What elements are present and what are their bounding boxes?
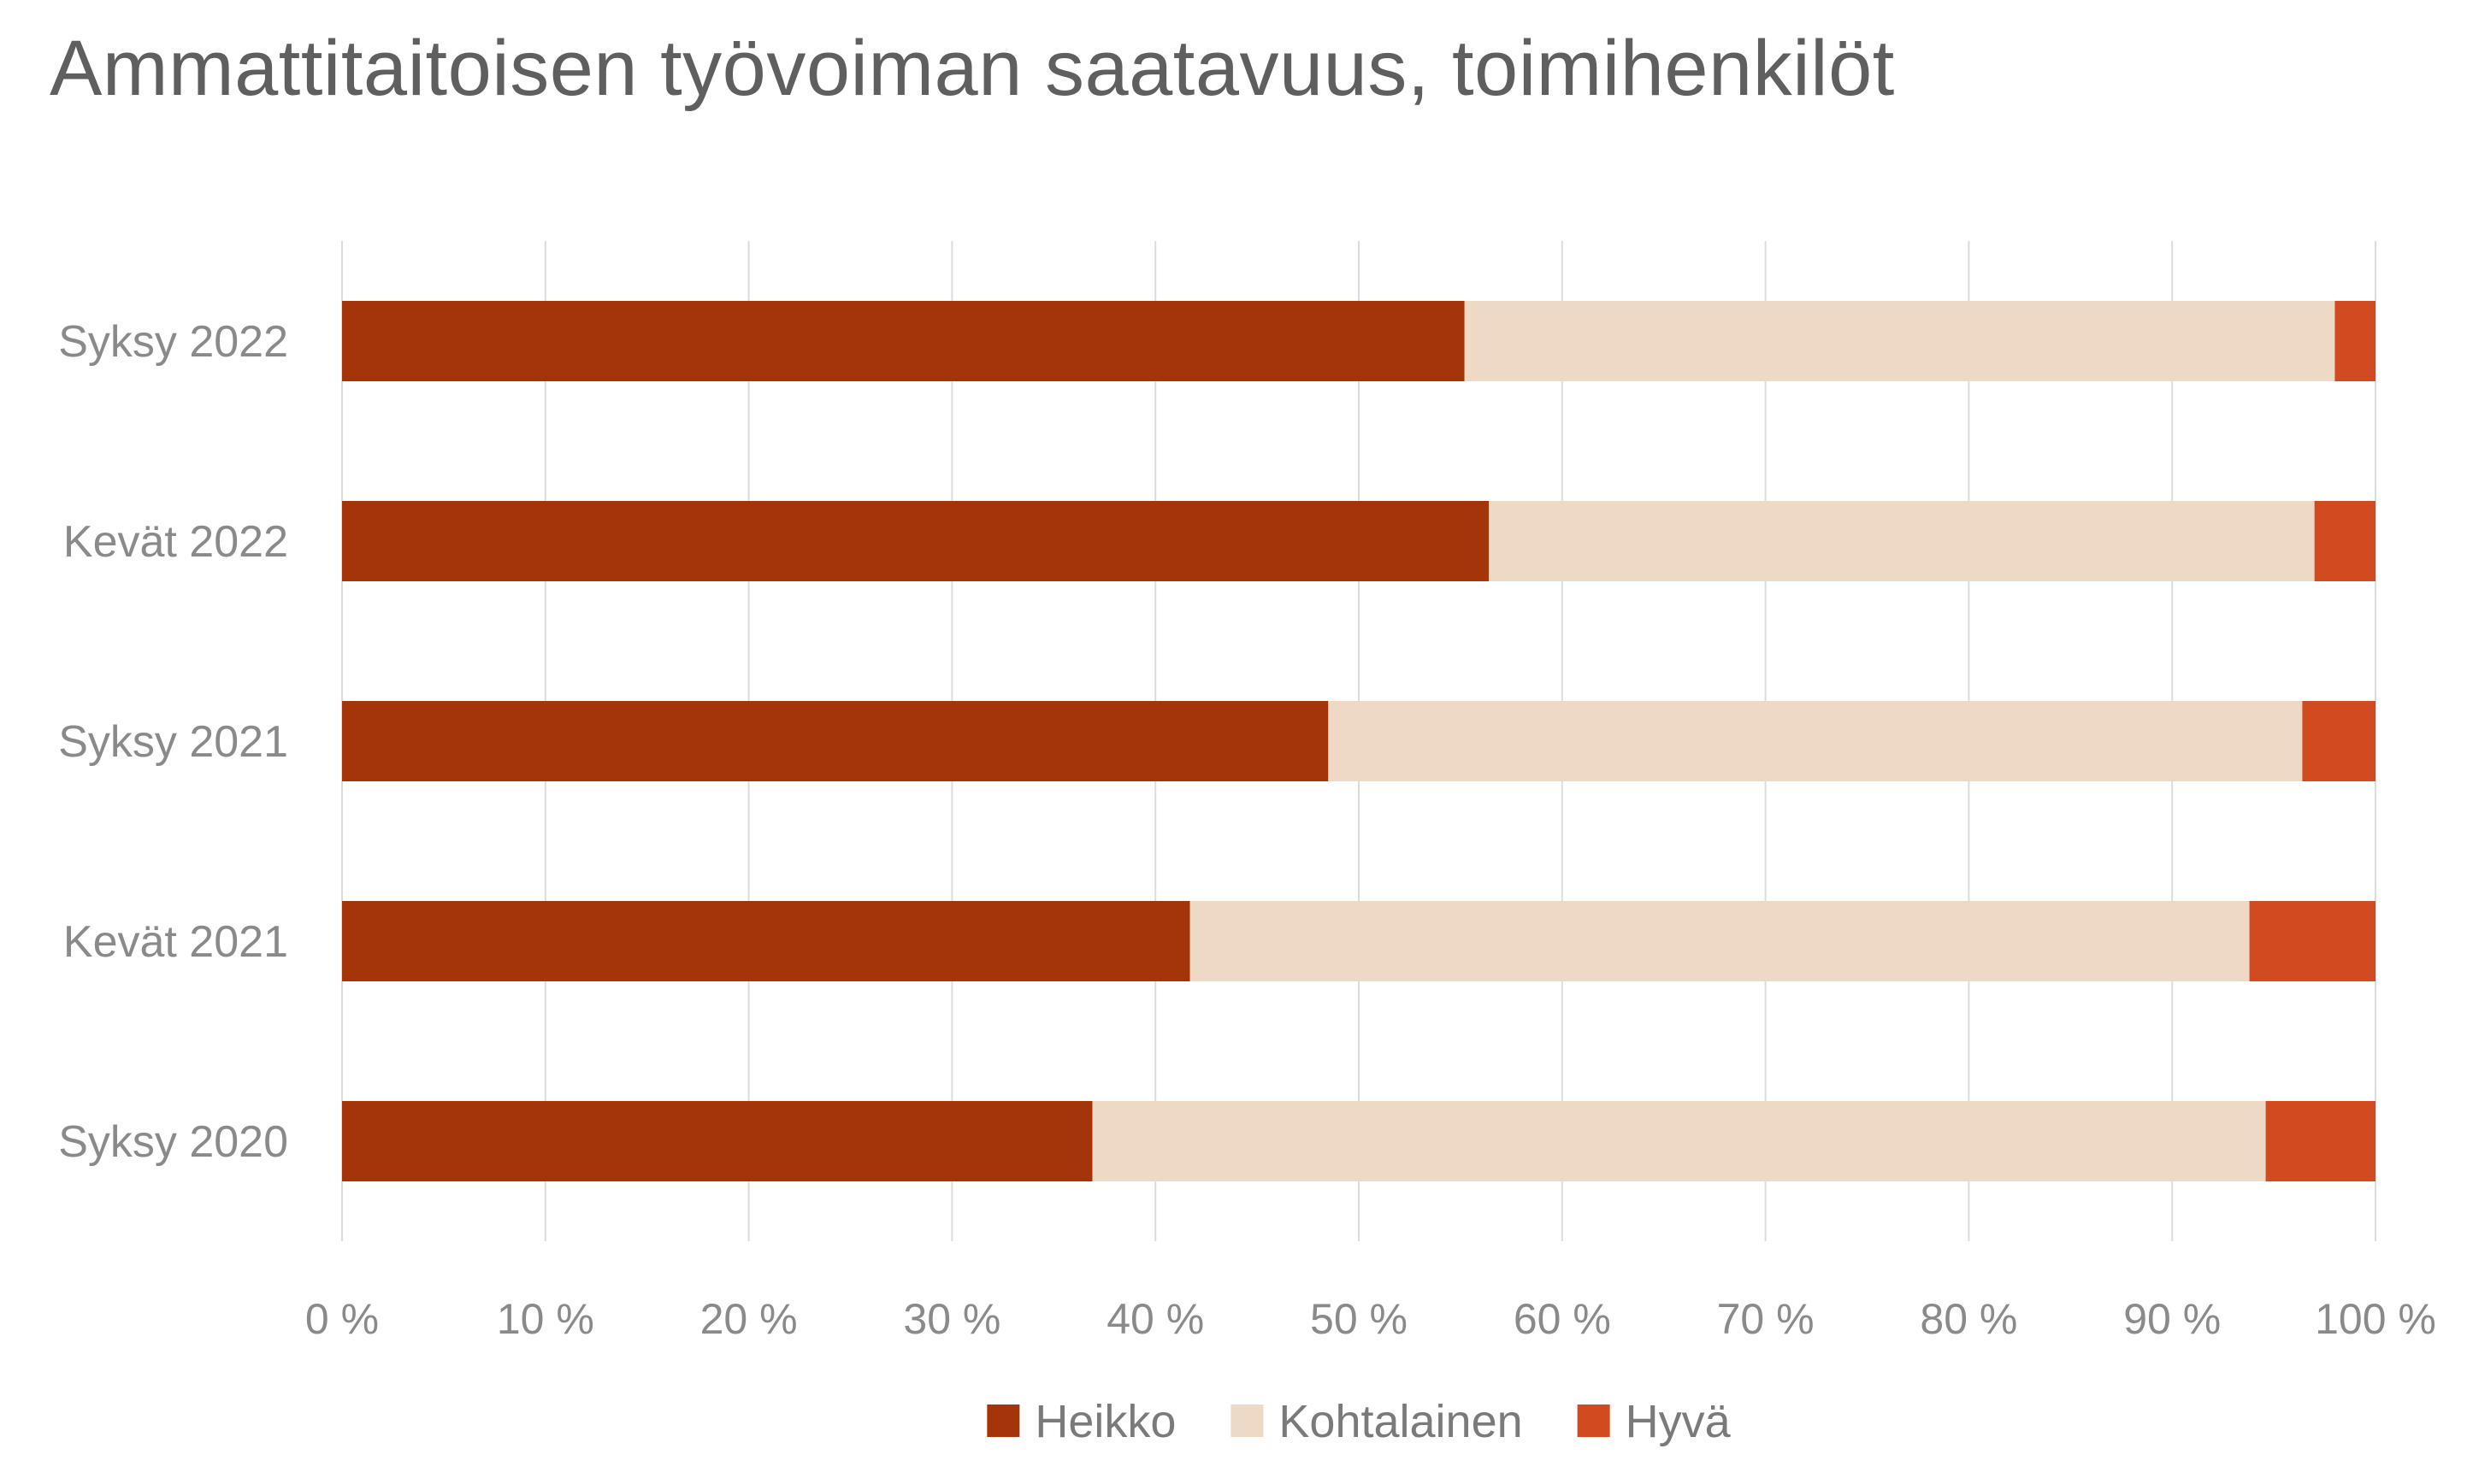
legend: Heikko Kohtalainen Hyvä bbox=[987, 1396, 1732, 1447]
x-tick-label: 0 % bbox=[305, 1295, 379, 1343]
x-tick-labels: 0 % 10 % 20 % 30 % 40 % 50 % 60 % 70 % 80 % 90 % 1… bbox=[305, 1295, 2436, 1343]
bar-heikko bbox=[342, 1101, 1093, 1181]
bars bbox=[342, 301, 2376, 1181]
x-tick-label: 70 % bbox=[1717, 1295, 1815, 1343]
legend-label-heikko: Heikko bbox=[1035, 1396, 1176, 1447]
category-label: Kevät 2022 bbox=[63, 517, 288, 567]
category-label: Syksy 2021 bbox=[58, 717, 288, 767]
bar-hyvä bbox=[2302, 701, 2376, 781]
legend-label-hyvä: Hyvä bbox=[1626, 1396, 1732, 1447]
chart-title: Ammattitaitoisen työvoiman saatavuus, to… bbox=[50, 25, 1895, 112]
bar-hyvä bbox=[2265, 1101, 2376, 1181]
x-tick-label: 20 % bbox=[700, 1295, 798, 1343]
category-label: Syksy 2022 bbox=[58, 317, 288, 367]
bar-heikko bbox=[342, 501, 1490, 581]
x-tick-label: 40 % bbox=[1107, 1295, 1204, 1343]
category-label: Kevät 2021 bbox=[63, 917, 288, 967]
bar-hyvä bbox=[2249, 901, 2376, 981]
x-tick-label: 50 % bbox=[1310, 1295, 1408, 1343]
bar-heikko bbox=[342, 701, 1329, 781]
bar-heikko bbox=[342, 901, 1190, 981]
x-tick-label: 30 % bbox=[903, 1295, 1000, 1343]
bar-kohtalainen bbox=[1489, 501, 2315, 581]
x-tick-label: 60 % bbox=[1514, 1295, 1611, 1343]
x-tick-label: 10 % bbox=[497, 1295, 594, 1343]
bar-kohtalainen bbox=[1464, 301, 2335, 381]
x-tick-label: 100 % bbox=[2315, 1295, 2436, 1343]
bar-kohtalainen bbox=[1328, 701, 2303, 781]
legend-label-kohtalainen: Kohtalainen bbox=[1278, 1396, 1522, 1447]
category-label: Syksy 2020 bbox=[58, 1117, 288, 1167]
bar-kohtalainen bbox=[1189, 901, 2250, 981]
legend-swatch-kohtalainen bbox=[1231, 1404, 1264, 1437]
bar-heikko bbox=[342, 301, 1465, 381]
x-tick-label: 80 % bbox=[1920, 1295, 2017, 1343]
bar-hyvä bbox=[2334, 301, 2376, 381]
bar-kohtalainen bbox=[1092, 1101, 2266, 1181]
category-labels: Syksy 2022 Kevät 2022 Syksy 2021 Kevät 2021… bbox=[58, 317, 288, 1167]
bar-hyvä bbox=[2314, 501, 2376, 581]
legend-swatch-heikko bbox=[987, 1404, 1020, 1437]
legend-swatch-hyvä bbox=[1577, 1404, 1610, 1437]
x-tick-label: 90 % bbox=[2123, 1295, 2221, 1343]
